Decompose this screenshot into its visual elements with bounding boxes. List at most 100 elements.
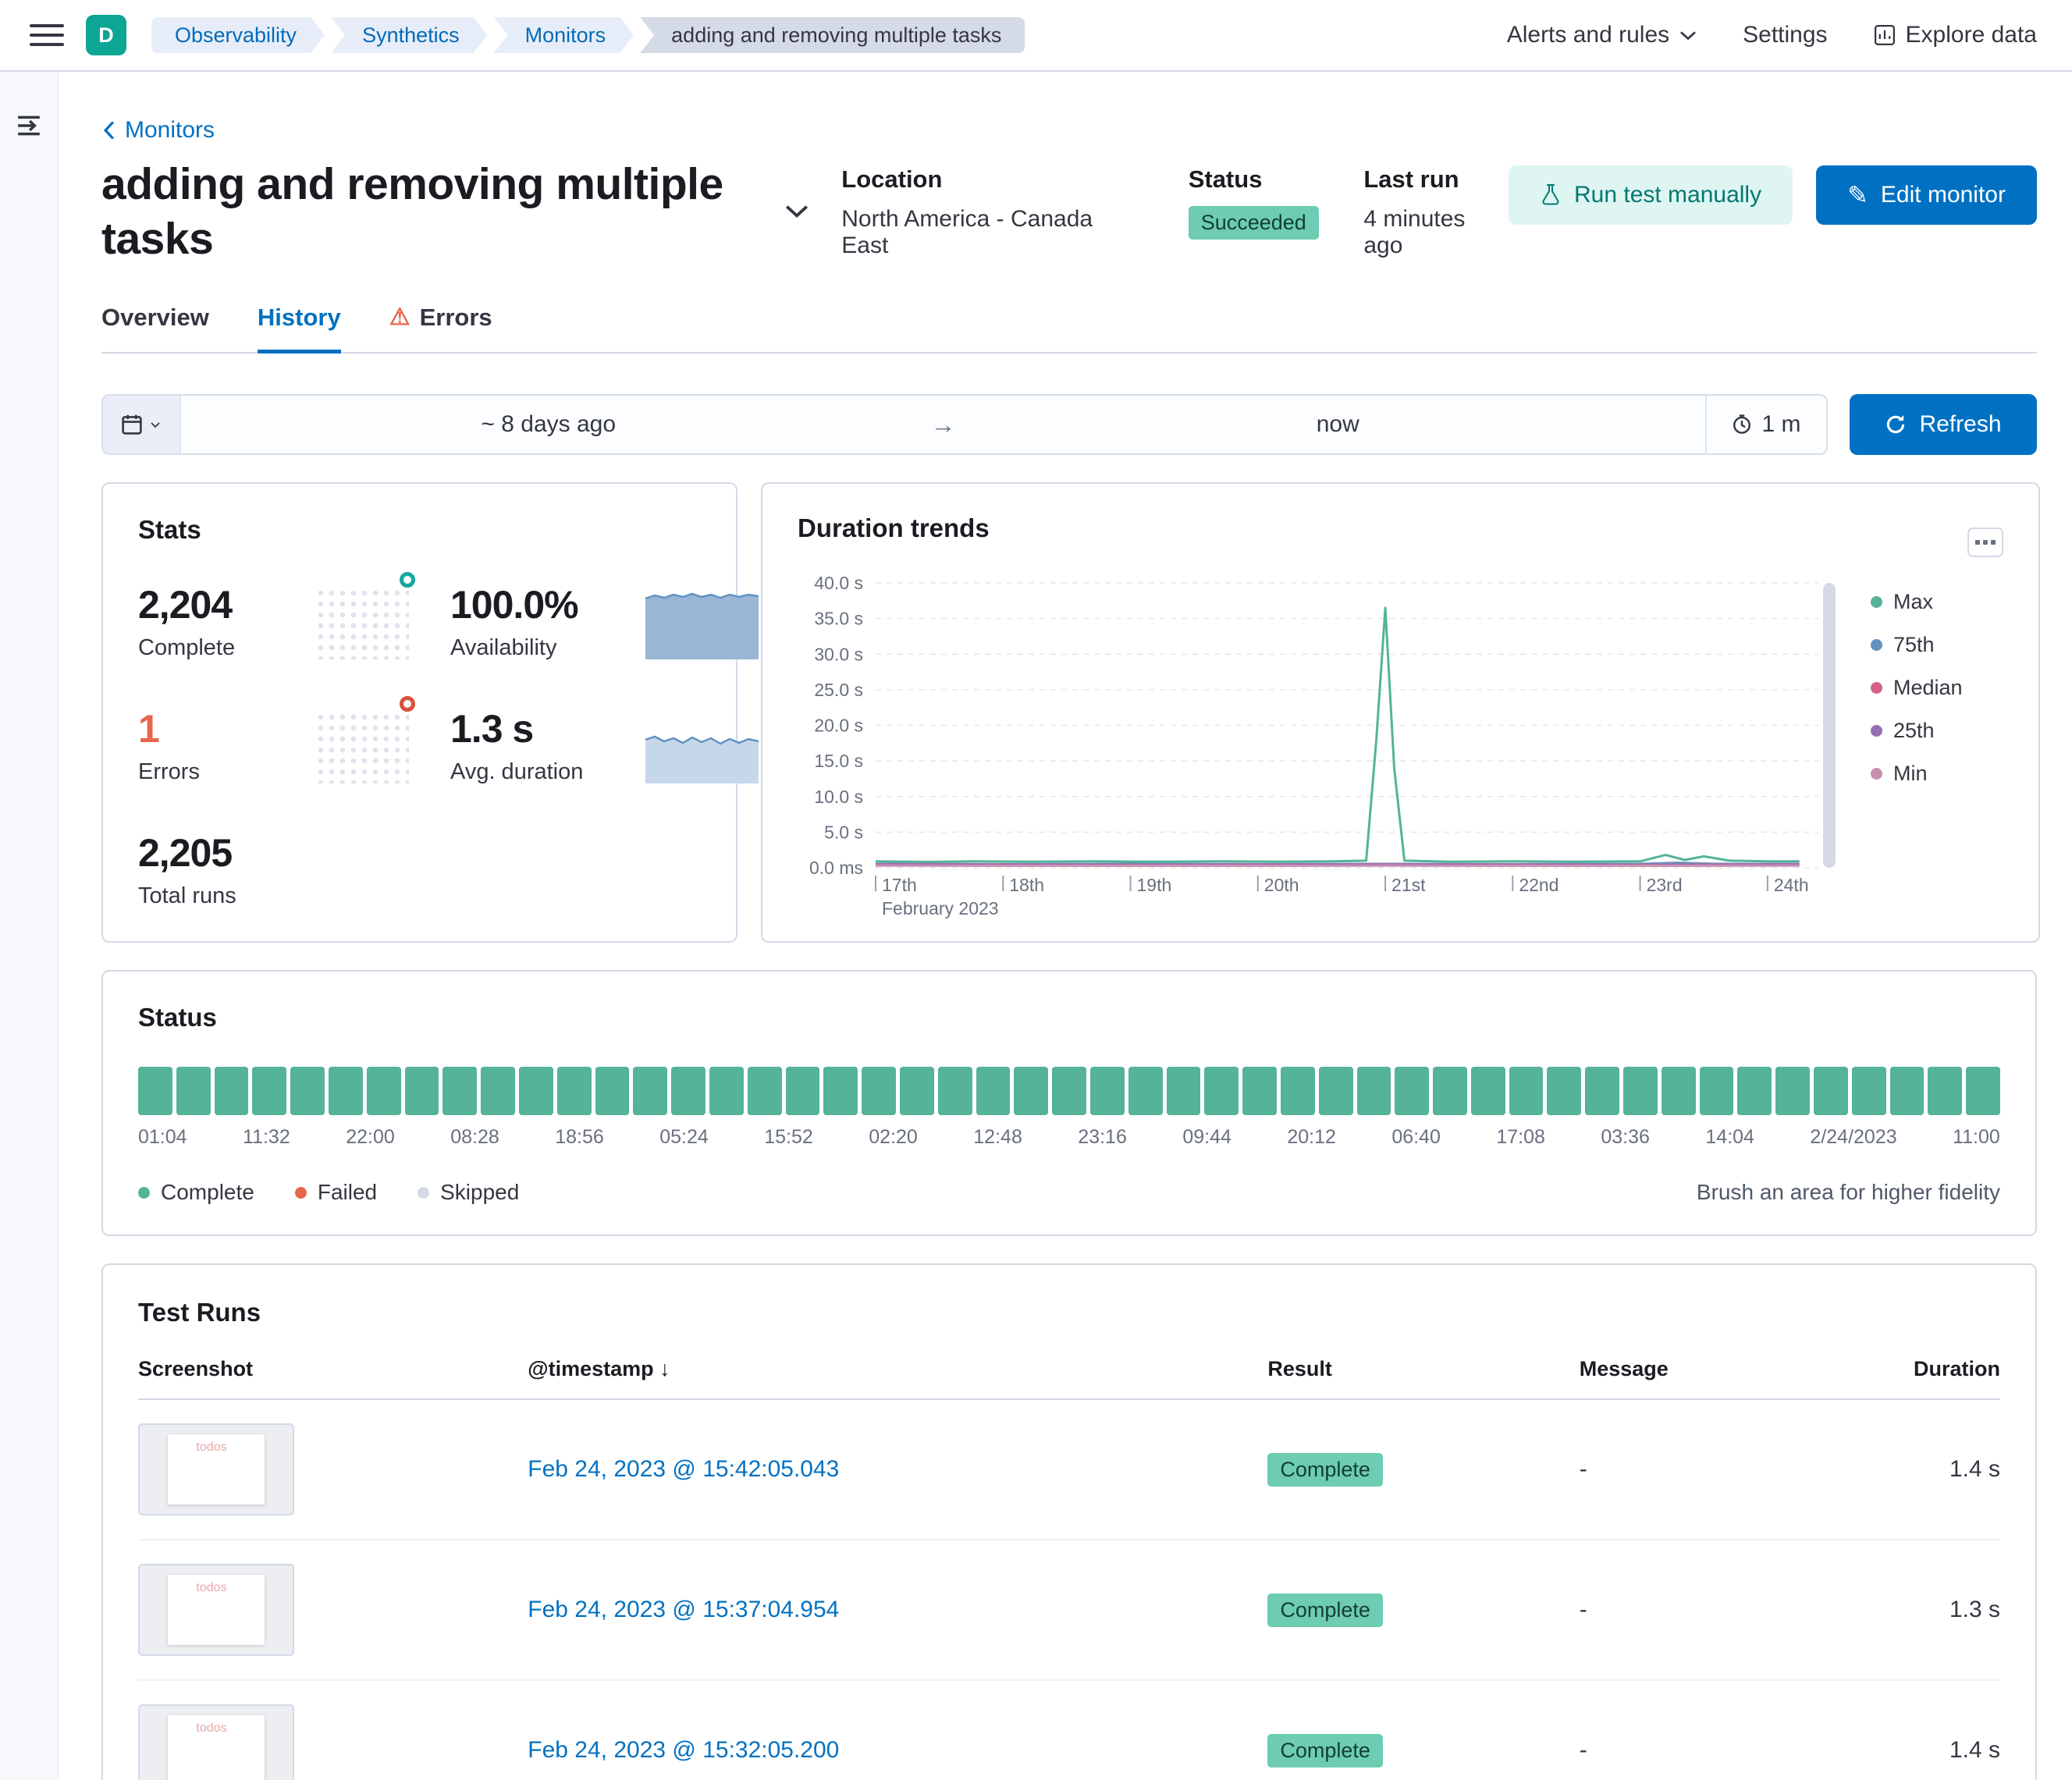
col-duration: Duration [1836, 1357, 2000, 1401]
status-bar[interactable] [1470, 1067, 1505, 1116]
start-date-field[interactable]: ~ 8 days ago [181, 396, 916, 453]
status-bar[interactable] [747, 1067, 782, 1116]
run-test-manually-button[interactable]: Run test manually [1508, 165, 1793, 225]
edit-monitor-button[interactable]: ✎ Edit monitor [1816, 165, 2037, 225]
status-bar[interactable] [1547, 1067, 1582, 1116]
status-bar[interactable] [442, 1067, 478, 1116]
refresh-button[interactable]: Refresh [1850, 394, 2037, 456]
status-bar[interactable] [1661, 1067, 1696, 1116]
ping-marker-icon [400, 571, 415, 588]
back-to-monitors-link[interactable]: Monitors [101, 117, 215, 144]
status-bar[interactable] [1280, 1067, 1315, 1116]
col-result: Result [1267, 1357, 1580, 1401]
status-bar[interactable] [481, 1067, 515, 1116]
chart-legend-item[interactable]: Min [1871, 762, 2003, 786]
status-bar[interactable] [366, 1067, 401, 1116]
tab-overview[interactable]: Overview [101, 304, 209, 352]
date-picker-menu-button[interactable] [103, 396, 181, 454]
status-bar[interactable] [1509, 1067, 1544, 1116]
status-bar[interactable] [1737, 1067, 1772, 1116]
status-bar[interactable] [633, 1067, 668, 1116]
svg-text:20.0 s: 20.0 s [814, 716, 863, 736]
alerts-and-rules-menu[interactable]: Alerts and rules [1507, 22, 1697, 48]
status-bar[interactable] [214, 1067, 249, 1116]
series-label: 75th [1893, 633, 1935, 657]
status-tick-label: 20:12 [1287, 1126, 1336, 1149]
status-bar[interactable] [1052, 1067, 1086, 1116]
svg-text:35.0 s: 35.0 s [814, 609, 863, 629]
status-bar[interactable] [1814, 1067, 1848, 1116]
refresh-interval-button[interactable]: 1 m [1705, 396, 1826, 454]
run-screenshot-thumbnail[interactable]: todos [138, 1423, 294, 1516]
chart-options-button[interactable] [1967, 528, 2003, 558]
tab-history-label: History [257, 304, 341, 332]
status-bar[interactable] [785, 1067, 820, 1116]
status-bar[interactable] [1851, 1067, 1886, 1116]
tab-history[interactable]: History [257, 304, 341, 354]
status-bar[interactable] [1699, 1067, 1734, 1116]
status-bar[interactable] [1889, 1067, 1925, 1116]
chart-legend-item[interactable]: Max [1871, 590, 2003, 614]
run-timestamp-link[interactable]: Feb 24, 2023 @ 15:32:05.200 [528, 1737, 840, 1764]
status-bar[interactable] [1775, 1067, 1811, 1116]
status-bar[interactable] [862, 1067, 896, 1116]
status-bar[interactable] [823, 1067, 858, 1116]
screenshot-preview: todos [168, 1715, 265, 1780]
chart-legend-item[interactable]: 75th [1871, 633, 2003, 657]
status-bar[interactable] [1204, 1067, 1239, 1116]
menu-icon[interactable] [30, 18, 64, 52]
chart-legend-item[interactable]: 25th [1871, 719, 2003, 743]
status-bar[interactable] [328, 1067, 363, 1116]
status-bar[interactable] [899, 1067, 934, 1116]
status-bar[interactable] [937, 1067, 972, 1116]
breadcrumb-observability[interactable]: Observability [151, 17, 325, 53]
end-date-field[interactable]: now [971, 396, 1706, 453]
status-bar[interactable] [671, 1067, 705, 1116]
tab-errors[interactable]: ⚠ Errors [389, 304, 492, 352]
settings-link[interactable]: Settings [1743, 22, 1827, 48]
avatar[interactable]: D [86, 15, 126, 55]
status-bar-chart[interactable] [138, 1067, 2001, 1116]
status-tick-label: 12:48 [973, 1126, 1022, 1149]
status-bar[interactable] [709, 1067, 744, 1116]
status-bar[interactable] [595, 1067, 630, 1116]
chart-legend-item[interactable]: Median [1871, 676, 2003, 700]
sort-desc-icon[interactable]: ↓ [659, 1357, 670, 1381]
status-bar[interactable] [1966, 1067, 2001, 1116]
status-bar[interactable] [1166, 1067, 1201, 1116]
run-screenshot-thumbnail[interactable]: todos [138, 1564, 294, 1657]
chevron-down-icon [1680, 31, 1697, 41]
breadcrumb-synthetics[interactable]: Synthetics [331, 17, 488, 53]
monitor-header: adding and removing multiple tasks Locat… [101, 158, 2037, 266]
breadcrumb-monitors[interactable]: Monitors [494, 17, 634, 53]
status-bar[interactable] [176, 1067, 211, 1116]
monitor-select-chevron-icon[interactable] [784, 197, 810, 226]
run-result-badge: Complete [1267, 1452, 1383, 1487]
status-bar[interactable] [1014, 1067, 1049, 1116]
run-timestamp-link[interactable]: Feb 24, 2023 @ 15:42:05.043 [528, 1456, 840, 1483]
status-bar[interactable] [290, 1067, 325, 1116]
status-bar[interactable] [1623, 1067, 1658, 1116]
status-bar[interactable] [1585, 1067, 1620, 1116]
status-bar[interactable] [976, 1067, 1011, 1116]
run-timestamp-link[interactable]: Feb 24, 2023 @ 15:37:04.954 [528, 1597, 840, 1623]
explore-data-link[interactable]: Explore data [1873, 22, 2037, 48]
status-bar[interactable] [252, 1067, 287, 1116]
status-bar[interactable] [556, 1067, 592, 1116]
status-bar[interactable] [1128, 1067, 1163, 1116]
run-screenshot-thumbnail[interactable]: todos [138, 1704, 294, 1780]
expand-sidebar-icon[interactable] [16, 112, 42, 141]
status-bar[interactable] [138, 1067, 172, 1116]
status-bar[interactable] [404, 1067, 439, 1116]
status-bar[interactable] [518, 1067, 553, 1116]
status-bar[interactable] [1395, 1067, 1430, 1116]
col-timestamp[interactable]: @timestamp ↓ [528, 1357, 1268, 1401]
status-bar[interactable] [1928, 1067, 1963, 1116]
status-bar[interactable] [1089, 1067, 1125, 1116]
status-bar[interactable] [1242, 1067, 1277, 1116]
duration-trends-chart[interactable]: 40.0 s 35.0 s 30.0 s 25.0 s 20.0 s 15.0 s 10.0… [798, 571, 1871, 922]
status-bar[interactable] [1356, 1067, 1391, 1116]
monitor-actions: Run test manually ✎ Edit monitor [1508, 158, 2037, 225]
status-bar[interactable] [1433, 1067, 1467, 1116]
status-bar[interactable] [1318, 1067, 1353, 1116]
